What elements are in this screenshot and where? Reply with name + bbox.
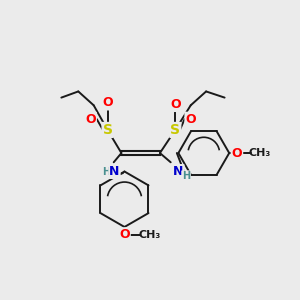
Text: S: S — [103, 123, 112, 137]
Text: O: O — [170, 98, 181, 111]
Text: O: O — [232, 146, 242, 160]
Text: H: H — [102, 167, 110, 176]
Text: O: O — [85, 113, 96, 126]
Text: O: O — [185, 113, 196, 126]
Text: O: O — [119, 228, 130, 241]
Text: CH₃: CH₃ — [138, 230, 160, 240]
Text: S: S — [170, 123, 180, 137]
Text: N: N — [109, 165, 120, 178]
Text: CH₃: CH₃ — [249, 148, 271, 158]
Text: O: O — [102, 97, 113, 110]
Text: H: H — [182, 171, 190, 181]
Text: N: N — [173, 165, 184, 178]
